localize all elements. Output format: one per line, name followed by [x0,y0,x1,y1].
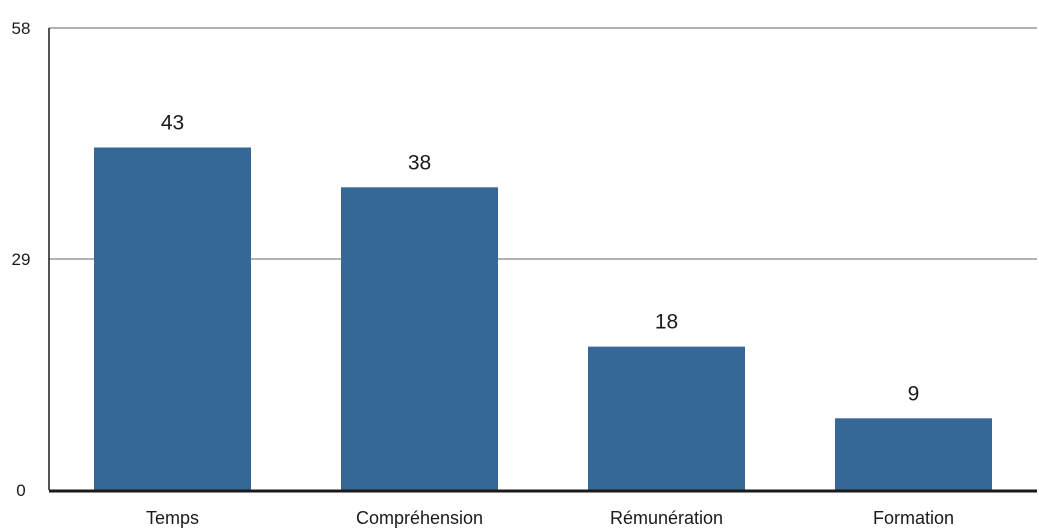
bars [94,147,992,490]
bar-formation [835,418,992,490]
y-tick-label-0: 0 [16,481,25,500]
bar-rémunération [588,346,745,490]
axes: 0 29 58 Temps Compréhension Rémunération Forma… [12,19,1037,528]
data-labels: 43 38 18 9 [161,111,920,405]
x-tick-label-formation: Formation [873,508,954,528]
data-label-temps: 43 [161,111,184,134]
x-tick-label-temps: Temps [146,508,199,528]
x-tick-label-rémunération: Rémunération [610,508,723,528]
data-label-rémunération: 18 [655,311,678,334]
bar-temps [94,147,251,490]
y-tick-label-29: 29 [12,250,31,269]
bar-compréhension [341,187,498,490]
x-tick-label-compréhension: Compréhension [356,508,483,528]
data-label-compréhension: 38 [408,151,431,174]
y-tick-label-58: 58 [12,19,31,38]
data-label-formation: 9 [908,382,920,405]
